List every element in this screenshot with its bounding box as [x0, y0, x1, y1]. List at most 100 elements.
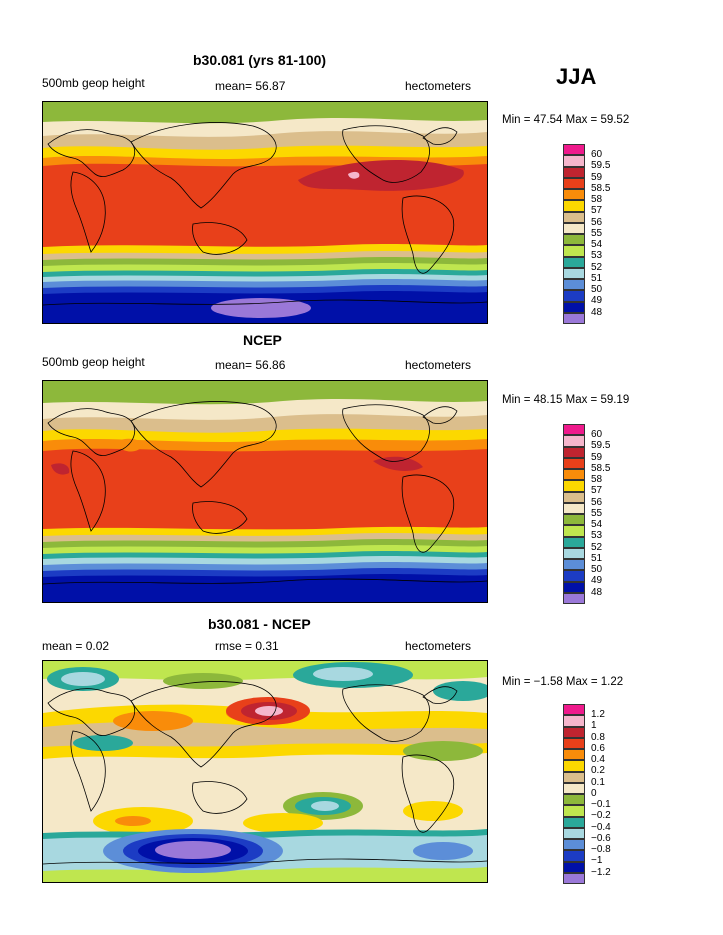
legend-swatch: [563, 177, 585, 189]
panel-2-mean-label: mean= 56.86: [215, 358, 286, 372]
legend-swatch: [563, 256, 585, 268]
legend-level: 51: [591, 552, 603, 564]
legend-swatch: [563, 816, 585, 828]
legend-level: 52: [591, 261, 603, 273]
legend-swatch: [563, 737, 585, 749]
panel-1-min-max: Min = 47.54 Max = 59.52: [502, 114, 630, 126]
legend-level: 55: [591, 227, 603, 239]
legend-swatch: [563, 749, 585, 761]
legend-swatch: [563, 155, 585, 167]
panel-3-mean-label: mean = 0.02: [42, 639, 110, 653]
panel-2-contour-plot: [43, 381, 487, 602]
legend-swatch: [563, 491, 585, 503]
legend-level: 59.5: [591, 160, 611, 172]
legend-swatch: [563, 726, 585, 738]
panel-2-legend: 60 59.5 59 58.5 58 57 56 55 54 53 52 51 …: [563, 424, 623, 604]
legend-level: 0.6: [591, 742, 605, 754]
legend-swatch: [563, 211, 585, 223]
legend-level: 1: [591, 720, 597, 732]
legend-level: 49: [591, 575, 603, 587]
legend-swatch: [563, 581, 585, 593]
legend-swatch: [563, 446, 585, 458]
panel-3-map: [42, 660, 488, 883]
legend-swatch: [563, 704, 585, 716]
legend-swatch: [563, 312, 585, 324]
legend-swatch: [563, 480, 585, 492]
panel-3-contour-plot: [43, 661, 487, 882]
panel-2-map: [42, 380, 488, 603]
legend-swatch: [563, 301, 585, 313]
legend-level: 0: [591, 787, 597, 799]
legend-swatch: [563, 502, 585, 514]
legend-level: −0.2: [591, 810, 611, 822]
legend-swatch: [563, 872, 585, 884]
season-label: JJA: [556, 64, 597, 89]
legend-level: 53: [591, 250, 603, 262]
legend-swatch: [563, 234, 585, 246]
panel-3-rmse-label: rmse = 0.31: [215, 639, 279, 653]
panel-2-units-label: hectometers: [405, 358, 472, 372]
legend-swatch: [563, 200, 585, 212]
legend-swatch: [563, 782, 585, 794]
legend-level: 51: [591, 272, 603, 284]
legend-level: 59.5: [591, 440, 611, 452]
legend-swatch: [563, 771, 585, 783]
legend-level: −0.1: [591, 799, 611, 810]
legend-level: 50: [591, 284, 603, 295]
legend-level: −0.6: [591, 832, 611, 844]
legend-level: 1.2: [591, 709, 605, 720]
legend-level: 58: [591, 194, 603, 205]
legend-level: 60: [591, 149, 603, 160]
panel-1-contour-plot: [43, 102, 487, 323]
panel-1-map: [42, 101, 488, 324]
panel-1-units-label: hectometers: [405, 79, 472, 93]
legend-swatch: [563, 222, 585, 234]
panel-1-title: b30.081 (yrs 81-100): [193, 52, 327, 68]
legend-level: 58.5: [591, 182, 611, 194]
legend-swatch: [563, 424, 585, 436]
panel-2-title: NCEP: [243, 332, 282, 348]
legend-swatch: [563, 559, 585, 571]
legend-level: 0.1: [591, 776, 605, 788]
legend-level: 48: [591, 306, 603, 318]
legend-swatch: [563, 245, 585, 257]
legend-swatch: [563, 715, 585, 727]
legend-swatch: [563, 570, 585, 582]
legend-swatch: [563, 850, 585, 862]
panel-3-title: b30.081 - NCEP: [208, 616, 311, 632]
panel-3-legend: 1.2 1 0.8 0.6 0.4 0.2 0.1 0 −0.1 −0.2 −0…: [563, 704, 623, 884]
legend-swatch: [563, 547, 585, 559]
legend-level: 52: [591, 541, 603, 553]
legend-level: 49: [591, 295, 603, 307]
panel-3-units-label: hectometers: [405, 639, 472, 653]
legend-level: −0.4: [591, 821, 611, 833]
legend-level: 59: [591, 171, 603, 183]
legend-level: 0.4: [591, 754, 605, 765]
legend-level: −1: [591, 855, 603, 867]
legend-swatch: [563, 469, 585, 481]
legend-swatch: [563, 166, 585, 178]
legend-level: 60: [591, 429, 603, 440]
legend-swatch: [563, 279, 585, 291]
panel-1-mean-label: mean= 56.87: [215, 79, 286, 93]
legend-level: 48: [591, 586, 603, 598]
legend-swatch: [563, 144, 585, 156]
panel-1-legend: 60 59.5 59 58.5 58 57 56 55 54 53 52 51 …: [563, 144, 623, 324]
legend-level: 56: [591, 496, 603, 508]
legend-level: 57: [591, 485, 603, 497]
legend-swatch: [563, 457, 585, 469]
panel-2-field-label: 500mb geop height: [42, 355, 145, 369]
legend-swatch: [563, 794, 585, 806]
legend-level: 54: [591, 239, 603, 250]
legend-swatch: [563, 536, 585, 548]
legend-level: 54: [591, 519, 603, 530]
legend-level: −1.2: [591, 866, 611, 878]
legend-level: 50: [591, 564, 603, 575]
panel-2-min-max: Min = 48.15 Max = 59.19: [502, 394, 630, 406]
panel-1-field-label: 500mb geop height: [42, 76, 145, 90]
legend-swatch: [563, 805, 585, 817]
legend-level: 55: [591, 507, 603, 519]
legend-level: 57: [591, 205, 603, 217]
legend-swatch: [563, 189, 585, 201]
